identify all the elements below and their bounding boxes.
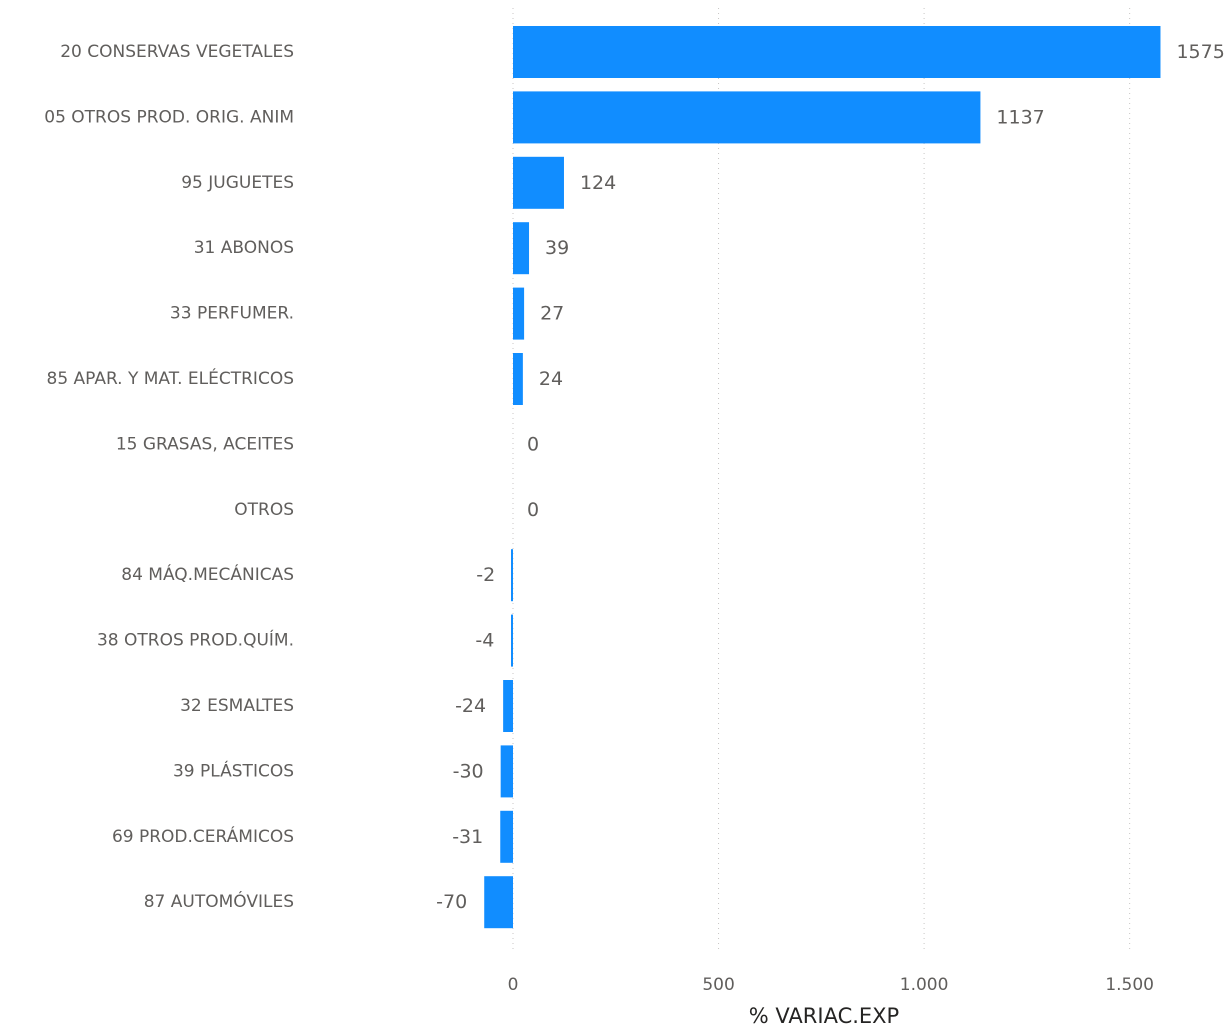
bar[interactable] — [511, 614, 513, 667]
bar[interactable] — [500, 810, 513, 863]
category-label: 05 OTROS PROD. ORIG. ANIM — [44, 107, 294, 127]
bars — [484, 26, 1161, 929]
data-label: -4 — [475, 630, 494, 652]
data-label: 124 — [580, 172, 616, 194]
bar[interactable] — [511, 549, 513, 602]
category-label: 31 ABONOS — [194, 238, 294, 258]
data-label: -30 — [453, 760, 484, 782]
data-label: 27 — [540, 303, 564, 325]
category-label: 69 PROD.CERÁMICOS — [112, 825, 294, 847]
bar[interactable] — [513, 91, 981, 144]
data-labels: 1575 1137 124 39 27 24 0 0 -2 -4 -24 -30 -31 -70 — [436, 41, 1225, 913]
bar[interactable] — [500, 745, 513, 798]
data-label: 24 — [539, 368, 563, 390]
data-label: -70 — [436, 891, 467, 913]
category-labels: 20 CONSERVAS VEGETALES 05 OTROS PROD. ORI… — [44, 42, 294, 912]
category-label: 85 APAR. Y MAT. ELÉCTRICOS — [47, 367, 295, 389]
data-label: -2 — [476, 564, 495, 586]
gridlines — [512, 8, 1131, 950]
x-axis-title: % VARIAC.EXP — [749, 1004, 899, 1028]
category-label: 39 PLÁSTICOS — [173, 759, 294, 781]
category-label: 84 MÁQ.MECÁNICAS — [121, 563, 294, 585]
x-tick-label: 1.500 — [1105, 975, 1154, 995]
category-label: 95 JUGUETES — [181, 173, 294, 193]
x-tick-label: 0 — [508, 975, 519, 995]
bar[interactable] — [513, 222, 530, 275]
data-label: -31 — [452, 826, 483, 848]
data-label: 1575 — [1176, 41, 1224, 63]
data-label: 39 — [545, 237, 569, 259]
bar[interactable] — [484, 876, 513, 929]
category-label: 32 ESMALTES — [180, 696, 294, 716]
category-label: 38 OTROS PROD.QUÍM. — [97, 629, 294, 651]
data-label: 0 — [527, 499, 539, 521]
data-label: 0 — [527, 433, 539, 455]
bar[interactable] — [513, 287, 525, 340]
bar[interactable] — [513, 353, 523, 405]
data-label: 1137 — [996, 106, 1044, 128]
category-label: 87 AUTOMÓVILES — [144, 890, 294, 912]
bar[interactable] — [513, 26, 1161, 78]
x-axis-ticks: 0 500 1.000 1.500 — [508, 975, 1154, 995]
data-label: -24 — [455, 695, 486, 717]
category-label: 20 CONSERVAS VEGETALES — [60, 42, 294, 62]
category-label: 15 GRASAS, ACEITES — [116, 434, 294, 454]
x-tick-label: 1.000 — [900, 975, 949, 995]
category-label: OTROS — [234, 500, 294, 520]
bar[interactable] — [513, 156, 564, 209]
category-label: 33 PERFUMER. — [170, 304, 294, 324]
bar[interactable] — [503, 680, 513, 732]
x-tick-label: 500 — [702, 975, 734, 995]
